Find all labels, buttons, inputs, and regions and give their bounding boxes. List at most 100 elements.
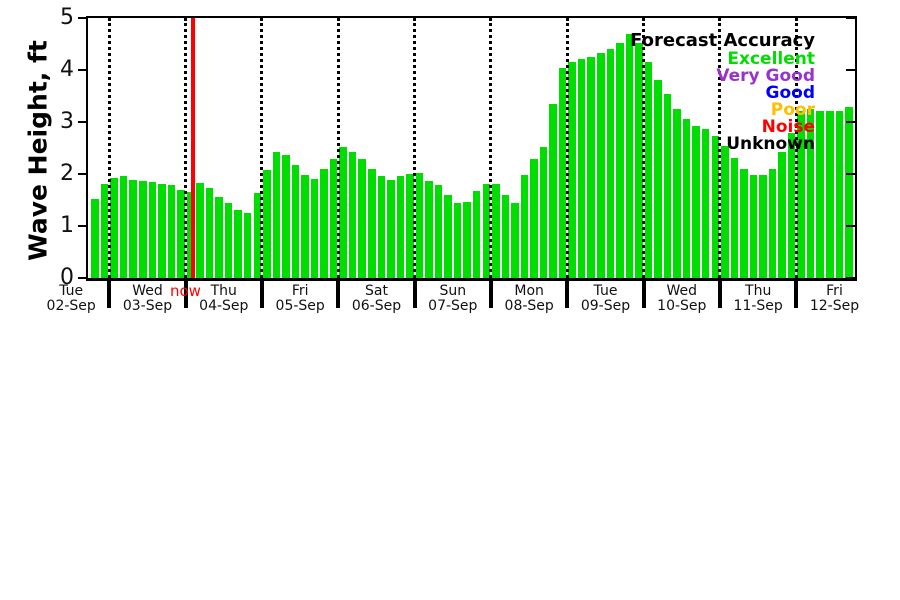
y-tick-right: [846, 225, 855, 227]
day-boundary-tick: [183, 281, 188, 308]
y-tick-label: 1: [60, 213, 74, 238]
day-name: Wed: [666, 283, 698, 299]
wave-bar: [549, 104, 557, 278]
wave-bar: [215, 196, 223, 278]
day-gridline: [642, 18, 646, 278]
wave-bar: [453, 203, 462, 278]
wave-bar: [310, 179, 319, 278]
day-gridline: [565, 18, 569, 278]
wave-bar: [845, 107, 853, 278]
wave-bar: [100, 184, 109, 278]
day-boundary-tick: [336, 281, 341, 308]
wave-bar: [196, 182, 204, 278]
day-date: 05-Sep: [275, 298, 325, 314]
x-day-label: Fri 05-Sep: [276, 284, 325, 314]
wave-bar: [406, 173, 414, 278]
day-boundary-tick: [488, 281, 493, 308]
wave-bar: [511, 202, 519, 278]
wave-bar: [539, 147, 548, 278]
day-gridline: [413, 18, 417, 278]
wave-bar: [482, 184, 491, 278]
plot-area: [86, 16, 857, 281]
wave-bar: [377, 176, 386, 278]
x-day-label: Tue 09-Sep: [581, 284, 630, 314]
wave-bar: [368, 168, 376, 278]
wave-bar: [749, 174, 758, 278]
wave-bar: [787, 132, 796, 278]
y-tick-left: [78, 225, 88, 227]
wave-bar: [625, 33, 634, 278]
wave-bar: [711, 136, 720, 278]
wave-bar: [129, 180, 137, 278]
x-day-label: Sat 06-Sep: [352, 284, 401, 314]
y-tick-label: 2: [60, 161, 74, 186]
wave-bar: [91, 199, 99, 278]
wave-bar: [291, 164, 300, 278]
wave-bar: [434, 185, 443, 278]
wave-bar: [472, 191, 481, 278]
wave-bar: [358, 159, 366, 278]
wave-bar: [224, 203, 233, 278]
day-date: 07-Sep: [428, 298, 478, 314]
wave-bar: [339, 147, 347, 278]
y-tick-left: [78, 121, 88, 123]
wave-bar: [243, 212, 252, 278]
day-date: 06-Sep: [351, 298, 402, 314]
wave-bar: [682, 118, 691, 278]
day-date: 02-Sep: [46, 298, 96, 314]
wave-bar: [816, 110, 824, 278]
day-date: 03-Sep: [122, 298, 173, 314]
wave-bar: [778, 152, 786, 278]
wave-bar: [177, 189, 185, 278]
wave-bar: [415, 173, 424, 278]
y-tick-left: [78, 17, 88, 19]
x-day-label: Thu 04-Sep: [199, 284, 248, 314]
wave-bar: [826, 110, 834, 278]
wave-bar: [740, 168, 748, 278]
day-gridline: [489, 18, 493, 278]
wave-bar: [616, 43, 624, 278]
day-date: 04-Sep: [199, 298, 249, 314]
y-tick-label: 3: [60, 109, 74, 134]
wave-bar: [110, 178, 118, 278]
wave-bar: [263, 169, 271, 278]
y-tick-left: [78, 277, 88, 279]
day-boundary-tick: [794, 281, 799, 308]
legend-entry-very-good: Very Good: [716, 66, 815, 86]
wave-bar: [701, 128, 710, 278]
wave-bar: [139, 181, 147, 278]
y-tick-left: [78, 173, 88, 175]
day-gridline: [107, 18, 111, 278]
wave-bar: [721, 145, 729, 278]
wave-bar: [759, 175, 767, 278]
wave-bar: [463, 201, 471, 278]
x-day-label: Wed 10-Sep: [657, 284, 706, 314]
y-tick-left: [78, 69, 88, 71]
y-tick-right: [846, 17, 855, 19]
day-boundary-tick: [641, 281, 646, 308]
wave-bar: [186, 192, 195, 278]
wave-bar: [205, 188, 214, 278]
y-tick-right: [846, 69, 855, 71]
wave-bar: [320, 168, 328, 278]
wave-bar: [444, 194, 452, 278]
y-tick-right: [846, 173, 855, 175]
day-gridline: [260, 18, 264, 278]
wave-bar: [387, 180, 395, 278]
wave-bar: [148, 182, 157, 278]
day-name: Tue: [59, 283, 84, 299]
wave-bar: [644, 61, 653, 278]
wave-bar: [329, 158, 338, 278]
wave-bar: [606, 49, 615, 278]
wave-bar: [730, 157, 739, 278]
wave-bar: [654, 79, 662, 278]
wave-bar: [425, 180, 433, 278]
wave-bar: [597, 52, 605, 278]
wave-bar: [635, 43, 643, 278]
x-day-label: Tue 02-Sep: [47, 284, 96, 314]
wave-bar: [663, 94, 672, 278]
day-gridline: [794, 18, 798, 278]
now-line: [190, 18, 195, 278]
y-tick-label: 0: [60, 265, 74, 290]
wave-bar: [396, 176, 405, 278]
